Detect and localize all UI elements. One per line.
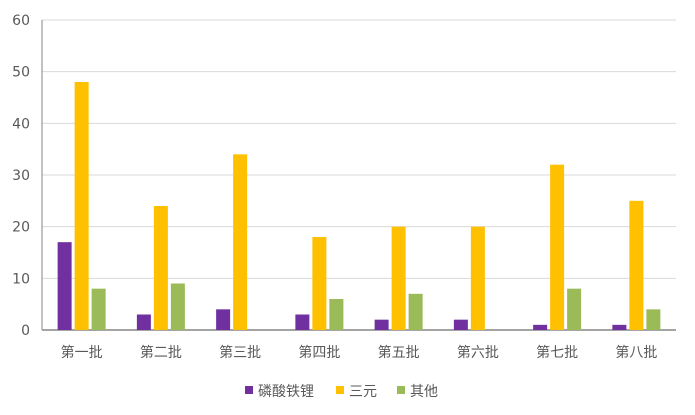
x-tick-label: 第五批 [378,344,420,361]
bar-2-4 [312,237,327,330]
y-tick-label: 20 [12,220,30,236]
bar-3-8 [646,309,661,330]
bar-2-5 [391,226,406,330]
bar-1-6 [453,319,468,330]
bar-1-2 [136,314,151,330]
bar-3-2 [170,283,185,330]
x-tick-label: 第七批 [536,344,578,361]
x-tick-label: 第一批 [61,344,103,361]
bar-3-4 [329,299,344,330]
legend-label: 磷酸铁锂 [258,384,314,400]
x-tick-label: 第六批 [457,344,499,361]
x-tick-label: 第四批 [298,344,340,361]
bar-3-5 [408,293,423,330]
y-tick-label: 50 [12,65,30,81]
bar-2-2 [153,206,168,330]
legend-swatch [397,386,405,394]
x-tick-label: 第三批 [219,344,261,361]
legend-swatch [336,386,344,394]
legend-label: 其他 [410,384,438,400]
legend-label: 三元 [349,384,377,400]
y-tick-label: 30 [12,168,30,184]
bar-2-3 [233,154,248,330]
bar-1-3 [216,309,231,330]
bar-3-1 [91,288,106,330]
bar-3-7 [567,288,582,330]
bar-1-8 [612,324,627,330]
y-tick-label: 0 [21,323,30,339]
x-tick-label: 第二批 [140,344,182,361]
y-tick-label: 60 [12,13,30,29]
bar-1-1 [57,242,72,330]
bar-1-5 [374,319,389,330]
y-tick-label: 40 [12,116,30,132]
x-tick-label: 第八批 [615,344,657,361]
bar-1-4 [295,314,310,330]
legend-swatch [245,386,253,394]
bar-2-8 [629,200,644,330]
bar-2-7 [550,164,565,330]
bar-1-7 [533,324,548,330]
y-tick-label: 10 [12,271,30,287]
bar-2-6 [470,226,485,330]
bar-2-1 [74,82,89,330]
